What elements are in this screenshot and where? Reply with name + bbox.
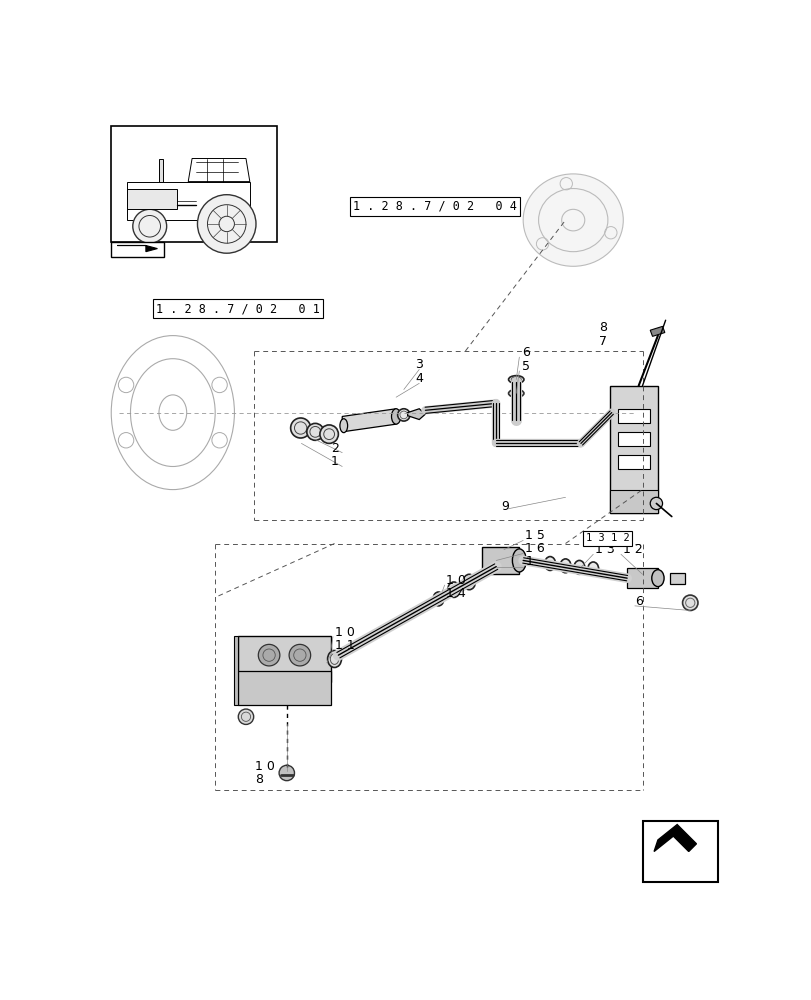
Circle shape: [290, 418, 311, 438]
Ellipse shape: [573, 560, 584, 574]
Bar: [159, 158, 163, 182]
Ellipse shape: [462, 574, 475, 590]
Ellipse shape: [508, 376, 523, 383]
Bar: [642, 821, 717, 882]
Circle shape: [133, 209, 166, 243]
Polygon shape: [609, 490, 657, 513]
Circle shape: [279, 765, 294, 781]
Text: 5: 5: [521, 360, 529, 373]
Polygon shape: [341, 409, 396, 432]
Circle shape: [682, 595, 697, 610]
Text: 1 1: 1 1: [334, 639, 354, 652]
Text: 6: 6: [634, 595, 642, 608]
Polygon shape: [654, 825, 696, 852]
Bar: [617, 432, 650, 446]
Circle shape: [289, 644, 311, 666]
Polygon shape: [669, 573, 684, 584]
Polygon shape: [407, 409, 425, 420]
Text: 9: 9: [501, 500, 508, 513]
Polygon shape: [234, 636, 238, 705]
Polygon shape: [118, 246, 157, 252]
Text: 8: 8: [255, 773, 263, 786]
Polygon shape: [238, 636, 330, 682]
Bar: [617, 409, 650, 423]
Ellipse shape: [522, 174, 623, 266]
Bar: [111, 126, 277, 242]
Text: 4: 4: [415, 372, 423, 385]
Circle shape: [307, 423, 324, 440]
Polygon shape: [626, 568, 657, 588]
Ellipse shape: [447, 582, 460, 597]
Circle shape: [258, 644, 280, 666]
Bar: [111, 242, 163, 257]
Text: 1 3 1 2: 1 3 1 2: [586, 533, 629, 543]
Ellipse shape: [432, 592, 444, 606]
Ellipse shape: [651, 570, 663, 587]
Circle shape: [238, 709, 253, 724]
Text: 1: 1: [525, 555, 533, 568]
Text: 1 3: 1 3: [594, 543, 614, 556]
Polygon shape: [127, 189, 177, 209]
Ellipse shape: [340, 419, 347, 433]
Text: 7: 7: [598, 335, 606, 348]
Ellipse shape: [560, 559, 570, 573]
Ellipse shape: [391, 409, 401, 424]
Circle shape: [397, 409, 410, 421]
Ellipse shape: [327, 651, 341, 667]
Polygon shape: [609, 386, 657, 513]
Ellipse shape: [544, 557, 555, 570]
Text: 1: 1: [330, 455, 338, 468]
Text: 1 . 2 8 . 7 / 0 2   0 4: 1 . 2 8 . 7 / 0 2 0 4: [352, 200, 516, 213]
Text: 3: 3: [415, 358, 423, 371]
Text: 1 5: 1 5: [525, 529, 545, 542]
Text: 1 0: 1 0: [334, 626, 354, 639]
Ellipse shape: [587, 562, 598, 576]
Polygon shape: [650, 326, 664, 336]
Circle shape: [197, 195, 255, 253]
Text: 1 2: 1 2: [622, 543, 642, 556]
Bar: [617, 455, 650, 469]
Text: 8: 8: [598, 321, 606, 334]
Circle shape: [320, 425, 338, 443]
Text: 1 0: 1 0: [445, 574, 466, 587]
Text: 1 6: 1 6: [525, 542, 544, 555]
Ellipse shape: [512, 549, 526, 572]
Text: 1 4: 1 4: [445, 587, 466, 600]
Text: 1 0: 1 0: [255, 760, 275, 773]
Polygon shape: [482, 547, 519, 574]
Text: 2: 2: [330, 442, 338, 455]
Text: 1 . 2 8 . 7 / 0 2   0 1: 1 . 2 8 . 7 / 0 2 0 1: [157, 302, 320, 315]
Circle shape: [650, 497, 662, 510]
Polygon shape: [238, 671, 330, 705]
Ellipse shape: [508, 389, 523, 397]
Text: 6: 6: [521, 346, 529, 359]
